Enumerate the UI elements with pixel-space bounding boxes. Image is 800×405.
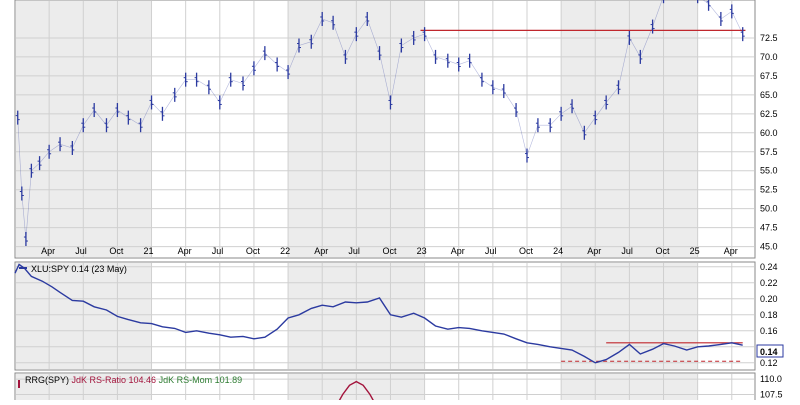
y-tick-label: 72.5 <box>760 33 778 43</box>
y-tick-label: 55.0 <box>760 166 778 176</box>
y-tick-label: 0.18 <box>760 310 778 320</box>
x-tick-label: 23 <box>417 246 427 256</box>
y-tick-label: 110.0 <box>760 374 782 384</box>
x-tick-label: Jul <box>621 246 633 256</box>
y-tick-label: 47.5 <box>760 223 778 233</box>
y-tick-label: 0.20 <box>760 294 778 304</box>
x-tick-label: Apr <box>724 246 738 256</box>
x-tick-label: Oct <box>109 246 124 256</box>
x-tick-label: Oct <box>656 246 671 256</box>
ratio-last-value-box <box>756 344 784 358</box>
x-tick-label: Oct <box>382 246 397 256</box>
y-tick-label: 57.5 <box>760 147 778 157</box>
x-tick-label: Apr <box>314 246 328 256</box>
y-tick-label: 45.0 <box>760 242 778 252</box>
y-tick-label: 0.16 <box>760 326 778 336</box>
x-tick-label: Apr <box>178 246 192 256</box>
x-tick-label: Jul <box>485 246 497 256</box>
x-tick-label: Apr <box>41 246 55 256</box>
rrg-panel: 110.0 107.5 RRG(SPY) JdK RS-Ratio 104.46 … <box>14 372 783 405</box>
ratio-last-value: 0.14 <box>760 347 778 357</box>
y-tick-label: 65.0 <box>760 90 778 100</box>
price-panel: 45.0 47.5 50.0 52.5 55.0 57.5 60.0 62.5 65.0 67.5… <box>14 0 778 259</box>
ratio-panel: 0.12 0.16 0.18 0.20 0.22 0.24 XLU:SPY 0.14 (2… <box>14 261 784 371</box>
x-tick-label: Jul <box>348 246 360 256</box>
rrg-ratio-label: JdK RS-Ratio 104.46 <box>72 375 159 385</box>
x-tick-label: 25 <box>690 246 700 256</box>
x-tick-label: Oct <box>246 246 261 256</box>
y-tick-label: 0.12 <box>760 358 778 368</box>
rrg-legend-label: RRG(SPY) <box>25 375 72 385</box>
rrg-mom-label: JdK RS-Mom 101.89 <box>159 375 243 385</box>
rrg-panel-title: RRG(SPY) JdK RS-Ratio 104.46 JdK RS-Mom … <box>25 375 242 385</box>
x-tick-label: Oct <box>519 246 534 256</box>
y-tick-label: 107.5 <box>760 390 783 400</box>
y-tick-label: 70.0 <box>760 52 778 62</box>
y-tick-label: 50.0 <box>760 204 778 214</box>
ratio-line <box>14 263 743 364</box>
y-tick-label: 52.5 <box>760 185 778 195</box>
x-tick-label: Jul <box>75 246 87 256</box>
ratio-panel-title: XLU:SPY 0.14 (23 May) <box>31 264 127 274</box>
y-tick-label: 0.24 <box>760 262 778 272</box>
x-tick-label: 21 <box>144 246 154 256</box>
x-tick-label: Apr <box>451 246 465 256</box>
x-tick-label: Apr <box>587 246 601 256</box>
x-tick-label: 24 <box>553 246 563 256</box>
y-tick-label: 0.22 <box>760 278 778 288</box>
y-tick-label: 62.5 <box>760 109 778 119</box>
x-tick-label: 22 <box>280 246 290 256</box>
y-tick-label: 67.5 <box>760 71 778 81</box>
x-tick-label: Jul <box>212 246 224 256</box>
y-tick-label: 60.0 <box>760 128 778 138</box>
